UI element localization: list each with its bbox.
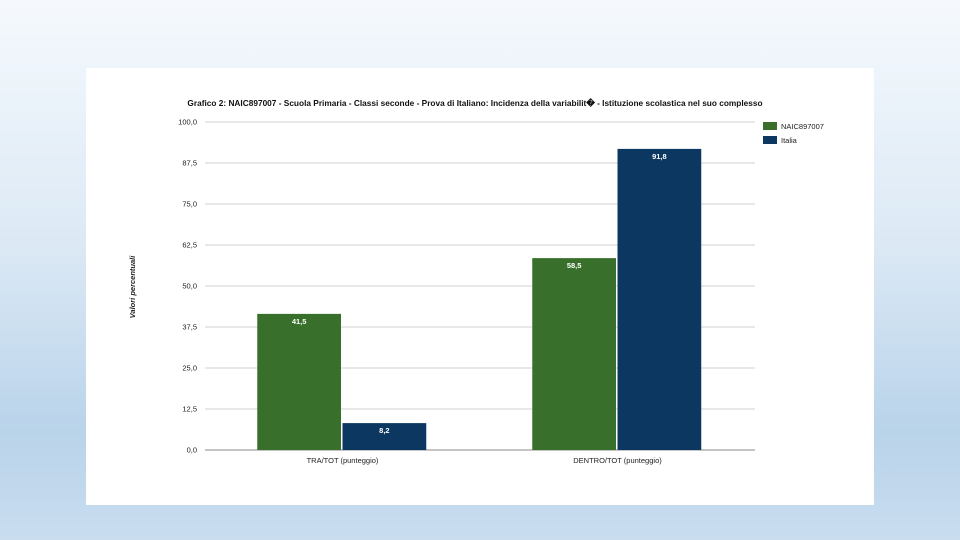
- legend-swatch: [763, 136, 777, 144]
- x-category-label: TRA/TOT (punteggio): [307, 456, 379, 465]
- bar-naic897007-1: [532, 258, 616, 450]
- y-tick-label: 12,5: [182, 405, 197, 414]
- bar-data-label: 41,5: [292, 317, 307, 326]
- bars: [257, 148, 702, 450]
- y-tick-label: 50,0: [182, 282, 197, 291]
- x-category-label: DENTRO/TOT (punteggio): [573, 456, 662, 465]
- y-tick-label: 37,5: [182, 323, 197, 332]
- legend-label: Italia: [781, 136, 798, 145]
- bar-data-label: 91,8: [652, 152, 667, 161]
- y-tick-label: 0,0: [187, 446, 197, 455]
- y-tick-label: 75,0: [182, 200, 197, 209]
- bar-naic897007-0: [257, 313, 341, 450]
- y-tick-label: 25,0: [182, 364, 197, 373]
- legend-label: NAIC897007: [781, 122, 824, 131]
- bar-data-label: 58,5: [567, 261, 582, 270]
- y-tick-label: 100,0: [178, 118, 197, 127]
- legend: NAIC897007 Italia: [763, 122, 824, 145]
- bar-italia-1: [617, 148, 702, 450]
- y-tick-label: 62,5: [182, 241, 197, 250]
- y-axis-label: Valori percentuali: [128, 255, 137, 319]
- y-tick-label: 87,5: [182, 159, 197, 168]
- y-axis-ticks: 0,0 12,5 25,0 37,5 50,0 62,5 75,0 87,5 100,0: [178, 118, 197, 455]
- bar-data-labels: 41,5 8,2 58,5 91,8: [292, 152, 667, 435]
- chart-title: Grafico 2: NAIC897007 - Scuola Primaria …: [187, 98, 762, 108]
- bar-italia-0: [342, 423, 427, 450]
- bar-data-label: 8,2: [379, 426, 389, 435]
- legend-swatch: [763, 122, 777, 130]
- x-axis-categories: TRA/TOT (punteggio) DENTRO/TOT (punteggio…: [307, 456, 663, 465]
